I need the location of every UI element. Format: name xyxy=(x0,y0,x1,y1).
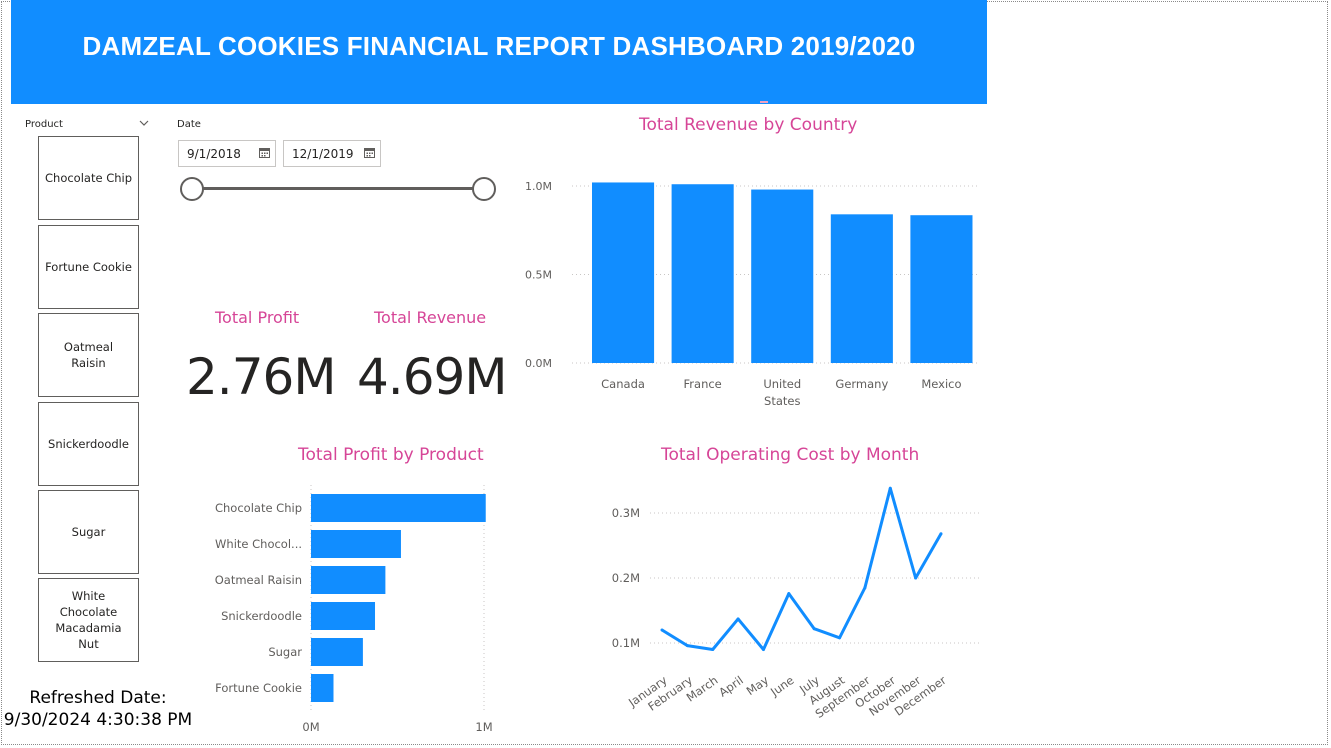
data-point xyxy=(736,617,740,621)
x-tick-label: States xyxy=(764,394,800,408)
product-tile-chocolate-chip[interactable]: Chocolate Chip xyxy=(38,136,139,220)
dashboard-header: DAMZEAL COOKIES FINANCIAL REPORT DASHBOA… xyxy=(11,0,987,104)
y-tick-label: Fortune Cookie xyxy=(215,681,302,695)
bar xyxy=(311,674,334,702)
x-tick-label: 1M xyxy=(475,720,492,734)
product-tile-white-chocolate-macadamia-nut[interactable]: White Chocolate Macadamia Nut xyxy=(38,578,139,662)
data-point xyxy=(711,648,715,651)
x-tick-label: Germany xyxy=(835,377,888,391)
operating-cost-by-month-chart: 0.1M0.2M0.3MJanuaryFebruaryMarchAprilMay… xyxy=(612,486,982,721)
y-tick-label: Sugar xyxy=(268,645,302,659)
operating-cost-by-month-title: Total Operating Cost by Month xyxy=(661,445,920,465)
header-accent-mark xyxy=(760,101,768,103)
data-point xyxy=(914,576,918,580)
bar xyxy=(311,530,401,558)
y-tick-label: 0.1M xyxy=(612,636,640,650)
y-tick-label: 0.3M xyxy=(612,506,640,520)
bar xyxy=(910,215,973,363)
date-range-start-handle[interactable] xyxy=(180,177,204,201)
y-tick-label: 0.2M xyxy=(612,571,640,585)
y-tick-label: 0.0M xyxy=(525,357,552,370)
bar xyxy=(592,182,655,363)
refreshed-date-value: 9/30/2024 4:30:38 PM xyxy=(3,710,193,730)
end-date-value: 12/1/2019 xyxy=(292,146,354,161)
data-point xyxy=(787,592,791,596)
total-profit-label: Total Profit xyxy=(215,308,300,327)
start-date-input[interactable]: 9/1/2018 xyxy=(178,140,276,167)
total-profit-value: 2.76M xyxy=(186,348,336,406)
refreshed-date-label: Refreshed Date: xyxy=(29,688,167,708)
chevron-down-icon[interactable] xyxy=(139,117,149,130)
data-point xyxy=(685,644,689,648)
x-tick-label: Canada xyxy=(601,377,645,391)
data-point xyxy=(888,486,892,490)
product-tile-snickerdoodle[interactable]: Snickerdoodle xyxy=(38,402,139,486)
data-point xyxy=(812,627,816,631)
data-point xyxy=(761,648,765,651)
y-tick-label: 1.0M xyxy=(525,180,552,193)
data-point xyxy=(838,636,842,640)
date-range-end-handle[interactable] xyxy=(472,177,496,201)
y-tick-label: Chocolate Chip xyxy=(215,501,302,515)
x-tick-label: June xyxy=(767,673,796,699)
product-slicer-title: Product xyxy=(25,119,63,130)
data-point xyxy=(939,532,943,536)
profit-by-product-title: Total Profit by Product xyxy=(298,445,484,465)
dashboard-title: DAMZEAL COOKIES FINANCIAL REPORT DASHBOA… xyxy=(82,30,916,61)
x-tick-label: United xyxy=(763,377,801,391)
bar xyxy=(311,602,376,630)
end-date-input[interactable]: 12/1/2019 xyxy=(283,140,381,167)
data-point xyxy=(660,628,664,632)
bar xyxy=(311,638,363,666)
x-tick-label: Mexico xyxy=(921,377,961,391)
bar xyxy=(830,214,893,363)
total-revenue-label: Total Revenue xyxy=(374,308,487,327)
x-tick-label: France xyxy=(684,377,722,391)
calendar-icon[interactable] xyxy=(364,147,375,158)
bar xyxy=(311,566,386,594)
date-range-slider-track[interactable] xyxy=(192,187,484,190)
y-tick-label: White Chocol... xyxy=(215,537,302,551)
start-date-value: 9/1/2018 xyxy=(187,146,241,161)
y-tick-label: Snickerdoodle xyxy=(221,609,302,623)
y-tick-label: 0.5M xyxy=(525,269,552,282)
bar xyxy=(751,189,814,363)
y-tick-label: Oatmeal Raisin xyxy=(215,573,302,587)
product-tile-fortune-cookie[interactable]: Fortune Cookie xyxy=(38,225,139,309)
series-line xyxy=(661,486,943,651)
bar xyxy=(311,494,486,522)
x-tick-label: 0M xyxy=(302,720,319,734)
x-tick-label: May xyxy=(744,673,772,698)
product-tile-sugar[interactable]: Sugar xyxy=(38,490,139,574)
revenue-by-country-chart: 0.0M 0.5M 1.0M Canada France United States Germ… xyxy=(525,180,980,408)
calendar-icon[interactable] xyxy=(259,147,270,158)
profit-by-product-chart: 0M 1M Chocolate Chip White Chocol... Oatmeal… xyxy=(215,485,493,734)
x-tick-label: April xyxy=(716,673,746,700)
product-tile-oatmeal-raisin[interactable]: Oatmeal Raisin xyxy=(38,313,139,397)
total-revenue-value: 4.69M xyxy=(357,348,507,406)
bar xyxy=(671,184,734,363)
revenue-by-country-title: Total Revenue by Country xyxy=(639,115,858,135)
date-slicer-title: Date xyxy=(177,119,201,130)
data-point xyxy=(863,586,867,590)
